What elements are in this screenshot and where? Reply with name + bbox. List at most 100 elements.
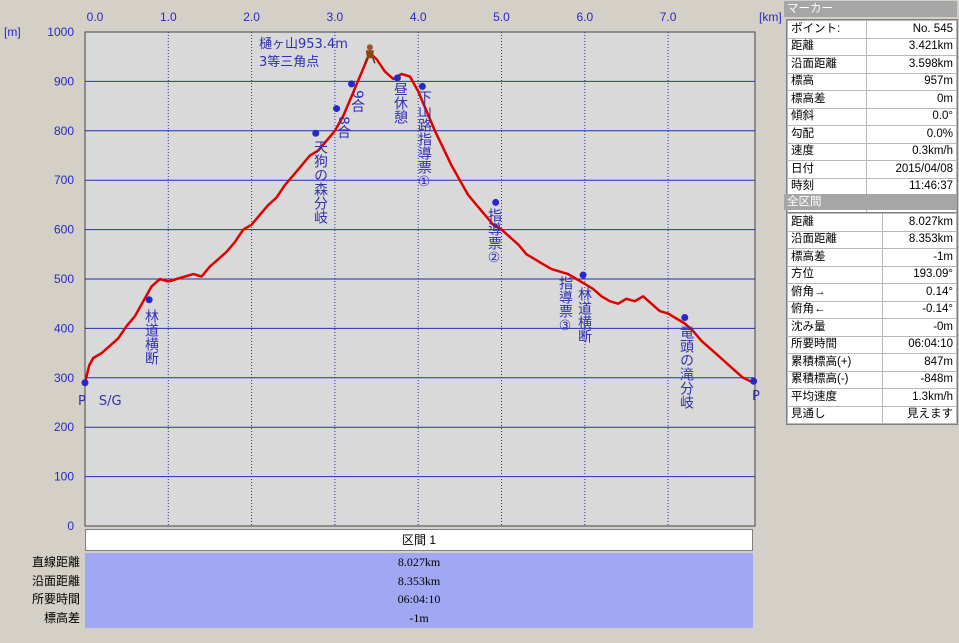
y-tick-label: 700 (54, 173, 74, 187)
waypoint-marker[interactable] (681, 314, 689, 322)
section-value: -0.14° (881, 300, 958, 319)
section-value: 8.027km (881, 213, 958, 232)
stat-label-elev: 標高差 (43, 610, 80, 625)
waypoint-marker[interactable] (393, 74, 401, 82)
y-unit-label: [m] (4, 25, 21, 39)
y-tick-label: 1000 (47, 25, 74, 39)
section-key: 標高差 (787, 248, 883, 267)
section-key: 距離 (787, 213, 883, 232)
waypoint-marker[interactable] (492, 198, 500, 206)
waypoint-marker[interactable] (145, 296, 153, 304)
label-shidohyo-2: 指導票② (486, 208, 502, 266)
section-value: 0.14° (881, 283, 958, 302)
marker-row: 距離 3.421km (787, 37, 958, 56)
section-row: 所要時間 06:04:10 (787, 335, 958, 354)
marker-value: 11:46:37 (865, 177, 958, 196)
section-row: 沿面距離 8.353km (787, 230, 958, 249)
y-tick-label: 500 (54, 272, 74, 286)
section-key: 累積標高(-) (787, 370, 883, 389)
label-rindo-1: 林道横断 (143, 309, 159, 365)
label-p-end: P (752, 389, 760, 404)
marker-row: 標高差 0m (787, 90, 958, 109)
y-tick-label: 600 (54, 223, 74, 237)
marker-value: 0.3km/h (865, 142, 958, 161)
section-row: 俯角→ 0.14° (787, 283, 958, 302)
section-panel: 距離 8.027km 沿面距離 8.353km 標高差 -1m 方位 193.09° 俯角→ 0.… (786, 212, 958, 425)
marker-key: 速度 (787, 142, 867, 161)
section-tab-1[interactable]: 区間 1 (85, 529, 753, 551)
marker-key: 距離 (787, 37, 867, 56)
label-9go: 9合 (349, 90, 365, 113)
marker-row: 日付 2015/04/08 (787, 160, 958, 179)
x-tick-label: 7.0 (660, 10, 677, 24)
waypoint-marker[interactable] (418, 82, 426, 90)
summit-name-label: 樋ヶ山953.4m (259, 36, 348, 52)
section-row: 累積標高(-) -848m (787, 370, 958, 389)
marker-key: 傾斜 (787, 107, 867, 126)
x-tick-label: 4.0 (410, 10, 427, 24)
marker-value: 3.598km (865, 55, 958, 74)
marker-row: 傾斜 0.0° (787, 107, 958, 126)
marker-value: 0.0% (865, 125, 958, 144)
label-tengu: 天狗の森分岐 (312, 140, 328, 224)
section-key: 平均速度 (787, 388, 883, 407)
section-value: -1m (881, 248, 958, 267)
marker-value: 2015/04/08 (865, 160, 958, 179)
marker-row: 速度 0.3km/h (787, 142, 958, 161)
y-tick-label: 0 (67, 519, 74, 533)
summit-note-label: 3等三角点 (259, 54, 319, 70)
waypoint-marker[interactable] (81, 379, 89, 387)
label-lunch: 昼休憩 (392, 82, 408, 124)
waypoint-marker[interactable] (312, 129, 320, 137)
elevation-line (83, 51, 755, 384)
section-value: 見えます (881, 405, 958, 424)
stat-label-surface: 沿面距離 (31, 573, 80, 588)
x-tick-label: 0.0 (87, 10, 104, 24)
marker-row: 勾配 0.0% (787, 125, 958, 144)
marker-value: 0m (865, 90, 958, 109)
marker-key: 日付 (787, 160, 867, 179)
waypoint-marker[interactable] (333, 105, 341, 113)
waypoint-marker[interactable] (348, 80, 356, 88)
stat-label-time: 所要時間 (31, 592, 80, 606)
marker-key: 時刻 (787, 177, 867, 196)
marker-row: 沿面距離 3.598km (787, 55, 958, 74)
section-value: 06:04:10 (881, 335, 958, 354)
section-key: 俯角→ (787, 283, 883, 302)
section-value: -0m (881, 318, 958, 337)
section-row: 距離 8.027km (787, 213, 958, 232)
marker-key: ポイント: (787, 20, 867, 39)
section-value: 1.3km/h (881, 388, 958, 407)
marker-key: 沿面距離 (787, 55, 867, 74)
marker-value: 0.0° (865, 107, 958, 126)
marker-value: No. 545 (865, 20, 958, 39)
stat-value-surface: 8.353km (397, 573, 441, 588)
waypoint-marker[interactable] (750, 377, 758, 385)
section-key: 俯角← (787, 300, 883, 319)
y-tick-label: 100 (54, 470, 74, 484)
stats-panel: 8.027km 8.353km 06:04:10 -1m (85, 553, 753, 628)
stat-value-elev: -1m (409, 610, 429, 625)
section-value: 847m (881, 353, 958, 372)
section-key: 方位 (787, 265, 883, 284)
summit-marker-icon (364, 44, 376, 64)
marker-value: 3.421km (865, 37, 958, 56)
stats-labels: 直線距離 沿面距離 所要時間 標高差 (0, 553, 80, 627)
stat-label-straight: 直線距離 (31, 555, 80, 569)
y-tick-label: 400 (54, 321, 74, 335)
section-row: 沈み量 -0m (787, 318, 958, 337)
x-tick-label: 5.0 (493, 10, 510, 24)
section-row: 見通し 見えます (787, 405, 958, 424)
marker-key: 標高差 (787, 90, 867, 109)
x-tick-label: 6.0 (576, 10, 593, 24)
y-tick-label: 200 (54, 420, 74, 434)
label-p-sg: P S/G (78, 394, 122, 409)
label-ryuzu: 竜頭の滝分岐 (678, 324, 694, 409)
y-tick-label: 900 (54, 74, 74, 88)
section-key: 所要時間 (787, 335, 883, 354)
label-geza-shidohyo: 下山路指導票① (416, 90, 432, 190)
marker-row: 標高 957m (787, 72, 958, 91)
waypoint-marker[interactable] (579, 271, 587, 279)
marker-value: 957m (865, 72, 958, 91)
marker-panel-title: マーカー (784, 1, 957, 17)
